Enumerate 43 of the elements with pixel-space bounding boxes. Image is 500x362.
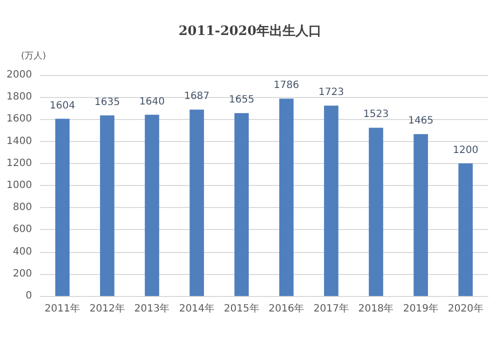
bar <box>458 163 473 296</box>
y-tick-label: 600 <box>12 224 32 236</box>
data-label: 1465 <box>408 116 434 127</box>
x-tick-label: 2014年 <box>179 302 215 314</box>
x-tick-label: 2019年 <box>403 302 439 314</box>
x-tick-label: 2020年 <box>448 302 484 314</box>
bar <box>190 110 204 296</box>
bar <box>234 113 249 296</box>
x-tick-label: 2011年 <box>44 302 80 314</box>
y-tick-label: 200 <box>12 268 32 280</box>
data-label: 1655 <box>228 94 254 106</box>
x-tick-label: 2017年 <box>313 302 349 314</box>
x-tick-label: 2015年 <box>224 302 260 314</box>
data-label: 1604 <box>50 100 76 112</box>
y-tick-label: 800 <box>12 202 32 214</box>
y-tick-label: 0 <box>26 290 32 302</box>
bar <box>324 106 338 296</box>
bar <box>414 134 428 296</box>
y-tick-label: 2000 <box>6 70 32 80</box>
bar <box>55 118 70 296</box>
data-label: 1523 <box>363 109 389 120</box>
data-label: 1687 <box>184 91 210 102</box>
bar <box>144 114 160 296</box>
x-tick-label: 2012年 <box>89 302 125 314</box>
y-tick-label: 1200 <box>6 158 32 169</box>
y-tick-label: 1400 <box>6 136 32 147</box>
bar <box>100 115 114 296</box>
data-label: 1786 <box>274 80 300 92</box>
y-tick-label: 400 <box>12 246 32 258</box>
y-tick-label: 1800 <box>6 92 32 103</box>
data-label: 1200 <box>452 144 478 156</box>
y-tick-label: 1600 <box>6 114 32 125</box>
bar <box>279 98 294 296</box>
chart-title: 2011-2020年出生人口 <box>178 24 322 39</box>
y-axis-title: (万人) <box>20 50 46 62</box>
data-label: 1635 <box>94 96 120 108</box>
data-label: 1640 <box>139 96 165 108</box>
x-tick-label: 2016年 <box>268 302 304 314</box>
y-tick-label: 1000 <box>6 180 32 191</box>
x-tick-label: 2018年 <box>358 302 394 314</box>
bar <box>368 128 384 296</box>
x-tick-label: 2013年 <box>134 302 170 314</box>
data-label: 1723 <box>318 87 344 98</box>
